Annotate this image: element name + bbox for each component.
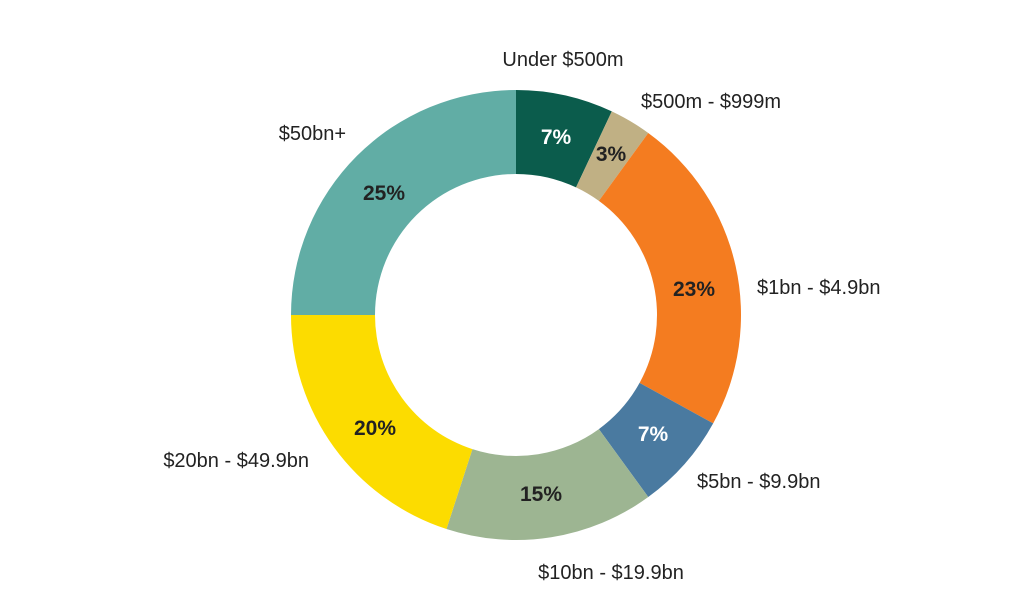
percent-label: 7% [541, 126, 572, 149]
category-label: $20bn - $49.9bn [163, 450, 309, 472]
donut-slice [598, 132, 742, 424]
donut-slice [598, 382, 714, 498]
percent-label: 23% [673, 278, 715, 301]
percent-label: 25% [363, 182, 405, 205]
percent-label: 3% [596, 143, 627, 166]
category-label: $1bn - $4.9bn [757, 277, 880, 299]
category-label: $10bn - $19.9bn [538, 562, 684, 584]
category-label: $5bn - $9.9bn [697, 471, 820, 493]
donut-slice [516, 90, 612, 188]
donut-slice [576, 111, 649, 201]
category-label: Under $500m [502, 49, 623, 71]
category-label: $50bn+ [279, 123, 346, 145]
percent-label: 20% [354, 417, 396, 440]
percent-label: 7% [638, 423, 669, 446]
donut-slice [446, 429, 649, 540]
category-label: $500m - $999m [641, 91, 781, 113]
donut-slice [291, 90, 516, 315]
percent-label: 15% [520, 483, 562, 506]
donut-slice [291, 315, 473, 529]
